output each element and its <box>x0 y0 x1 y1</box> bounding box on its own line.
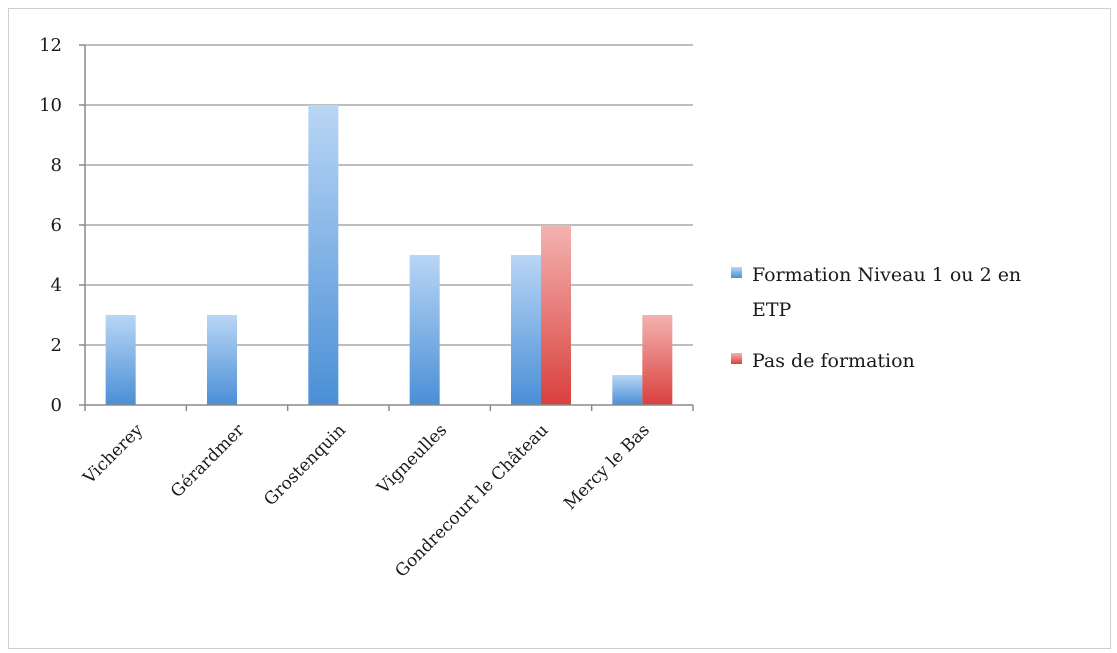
legend-swatch-pas-de-formation <box>731 353 742 364</box>
x-category-label: Vigneulles <box>373 420 451 498</box>
bar-formation <box>511 255 541 405</box>
bar-formation <box>409 255 440 405</box>
bar-formation <box>308 105 339 405</box>
y-tick-label: 12 <box>39 35 62 56</box>
bar-pas-de-formation <box>541 225 571 405</box>
y-tick-labels: 0 2 4 6 8 10 12 <box>39 35 62 416</box>
legend: Formation Niveau 1 ou 2 en ETP Pas de fo… <box>731 264 1021 372</box>
bars <box>105 105 673 405</box>
x-category-label: Gérardmer <box>167 420 249 502</box>
bar-pas-de-formation <box>642 315 673 405</box>
x-category-label: Mercy le Bas <box>560 420 654 514</box>
legend-label-pas-de-formation: Pas de formation <box>752 350 915 372</box>
gridlines <box>85 44 693 346</box>
bar-formation <box>612 375 643 405</box>
bar-formation <box>207 315 237 405</box>
x-category-label: Vicherey <box>79 420 148 489</box>
y-tick-label: 6 <box>51 215 62 236</box>
axes <box>79 44 694 411</box>
y-tick-label: 10 <box>39 95 62 116</box>
y-tick-label: 8 <box>51 155 62 176</box>
legend-label-formation-line2: ETP <box>752 299 792 321</box>
legend-label-formation-line1: Formation Niveau 1 ou 2 en <box>752 264 1021 286</box>
bar-formation <box>105 315 136 405</box>
y-tick-label: 0 <box>51 395 62 416</box>
legend-swatch-formation <box>731 267 742 278</box>
y-tick-label: 2 <box>51 335 62 356</box>
x-category-label: Grostenquin <box>260 420 350 510</box>
y-tick-label: 4 <box>51 275 62 296</box>
x-tick-labels: Vicherey Gérardmer Grostenquin VigneullesGo… <box>79 420 654 582</box>
